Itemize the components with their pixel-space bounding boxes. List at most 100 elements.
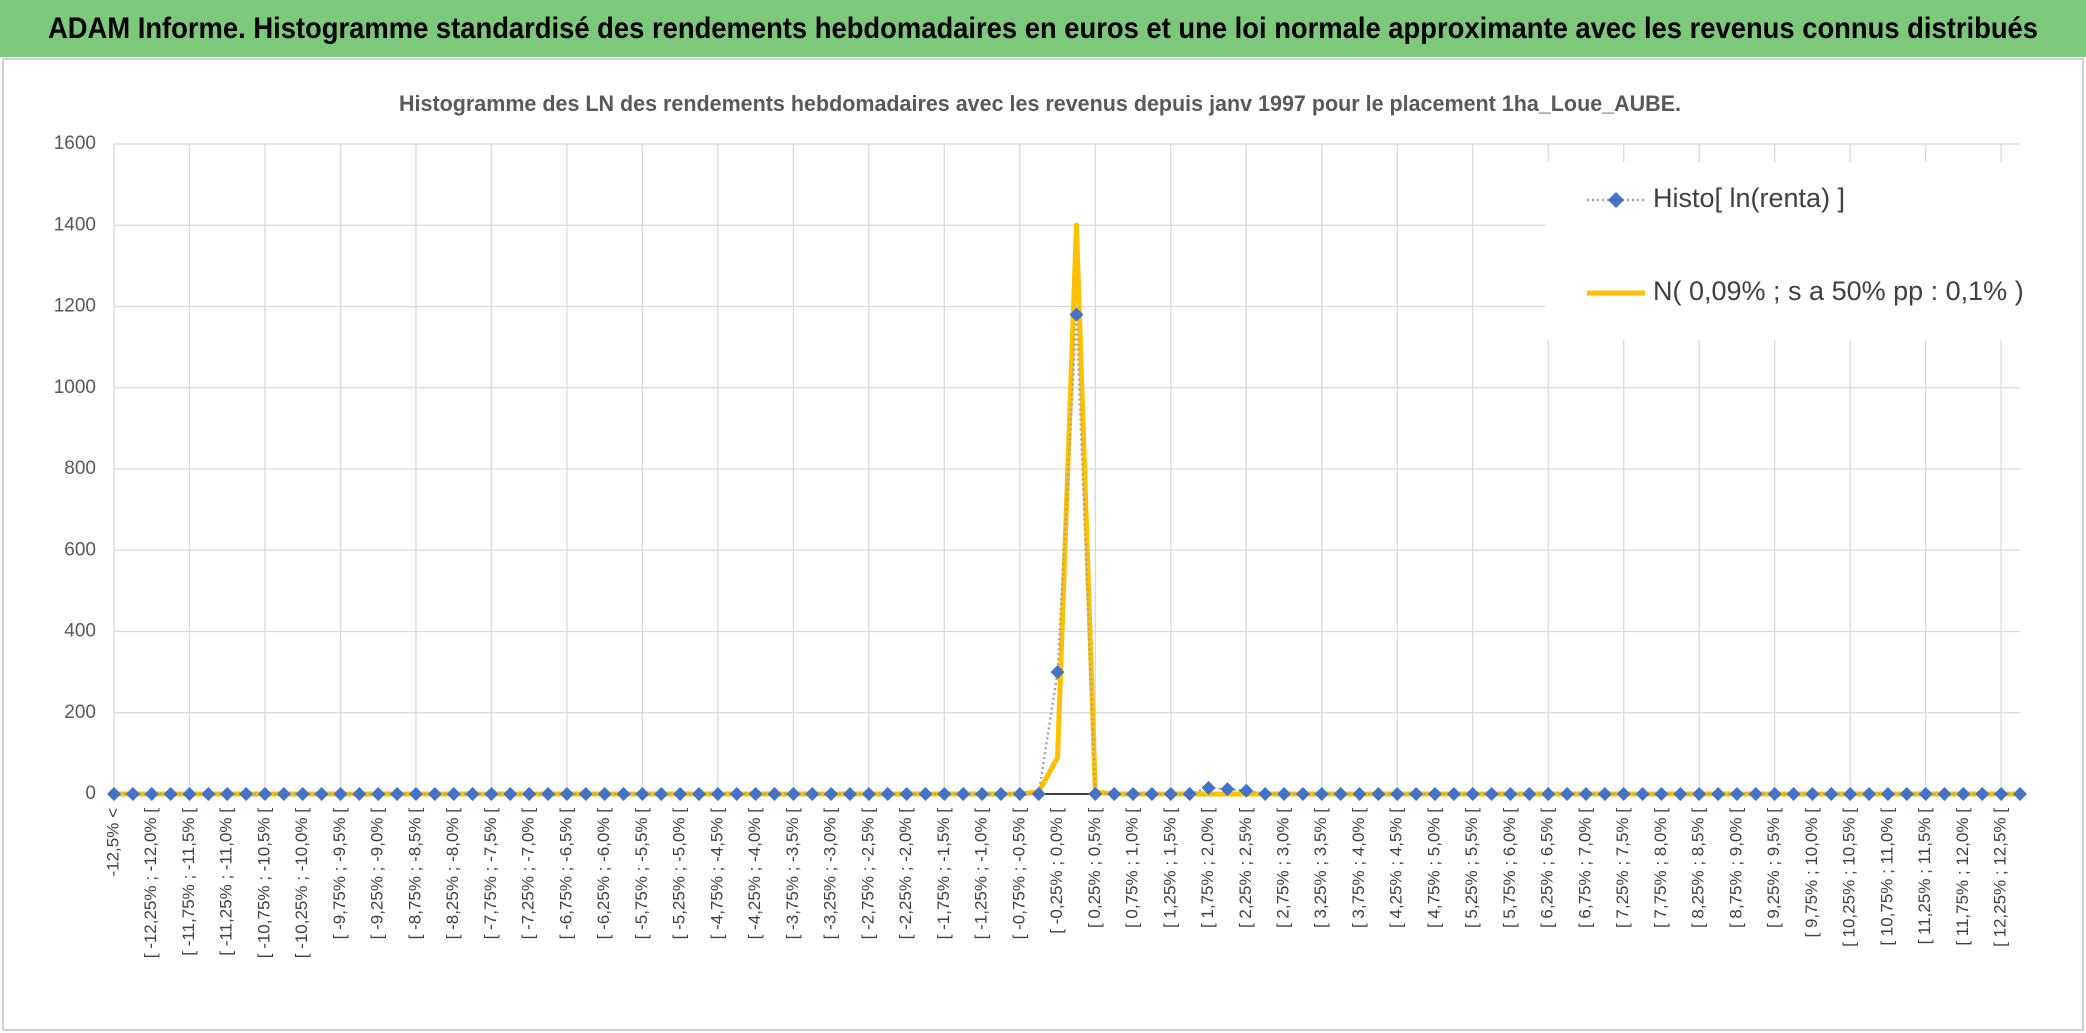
marker — [654, 787, 669, 801]
marker — [880, 787, 895, 801]
legend-label: Histo[ ln(renta) ] — [1653, 183, 1845, 213]
marker — [1560, 787, 1575, 801]
marker — [1446, 787, 1461, 801]
x-tick-label: [ 6,75% ; 7,0% [ — [1575, 808, 1594, 928]
marker — [276, 787, 291, 801]
x-tick-label: [ 2,75% ; 3,0% [ — [1274, 808, 1293, 928]
x-tick-label: -12,5% < — [103, 808, 122, 877]
marker — [899, 787, 914, 801]
x-tick-label: [ -6,75% ; -6,5% [ — [556, 808, 575, 940]
x-tick-label: [ -7,75% ; -7,5% [ — [481, 808, 500, 940]
marker — [1975, 787, 1990, 801]
chart-title: Histogramme des LN des rendements hebdom… — [399, 91, 1681, 116]
marker — [1163, 787, 1178, 801]
x-tick-label: [ -10,75% ; -10,5% [ — [254, 808, 273, 959]
marker — [1277, 787, 1292, 801]
marker — [390, 787, 405, 801]
marker — [729, 787, 744, 801]
marker — [182, 787, 197, 801]
marker — [1069, 307, 1084, 322]
marker — [1748, 787, 1763, 801]
marker — [1182, 787, 1197, 801]
marker — [1843, 787, 1858, 801]
x-tick-label: [ 11,25% ; 11,5% [ — [1915, 808, 1934, 945]
marker — [125, 787, 140, 801]
marker — [805, 787, 820, 801]
marker — [842, 787, 857, 801]
chart-border — [2, 58, 2084, 1031]
x-tick-label: [ 3,25% ; 3,5% [ — [1311, 808, 1330, 928]
marker — [1371, 787, 1386, 801]
x-tick-label: [ 4,75% ; 5,0% [ — [1424, 808, 1443, 928]
marker — [937, 787, 952, 801]
x-tick-label: [ -0,25% ; 0,0% [ — [1047, 808, 1066, 934]
x-tick-label: [ 1,25% ; 1,5% [ — [1160, 808, 1179, 928]
plot — [107, 222, 2027, 801]
x-tick-label: [ -4,25% ; -4,0% [ — [745, 808, 764, 940]
marker — [1220, 782, 1235, 797]
marker — [975, 787, 990, 801]
marker — [673, 787, 688, 801]
marker — [1409, 787, 1424, 801]
x-tick-label: [ -2,75% ; -2,5% [ — [858, 808, 877, 940]
x-tick-label: [ 12,25% ; 12,5% [ — [1991, 808, 2010, 947]
x-tick-label: [ 5,75% ; 6,0% [ — [1500, 808, 1519, 928]
marker — [1088, 787, 1103, 801]
y-tick-label: 1200 — [54, 296, 96, 317]
marker — [1711, 787, 1726, 801]
marker — [993, 787, 1008, 801]
x-tick-label: [ 1,75% ; 2,0% [ — [1198, 808, 1217, 928]
marker — [559, 787, 574, 801]
x-tick-label: [ -10,25% ; -10,0% [ — [292, 808, 311, 959]
marker — [597, 787, 612, 801]
legend-box — [1545, 162, 2022, 340]
marker — [1994, 787, 2009, 801]
marker — [1767, 787, 1782, 801]
x-tick-label: [ -6,25% ; -6,0% [ — [594, 808, 613, 940]
marker — [295, 787, 310, 801]
marker — [1484, 787, 1499, 801]
legend: Histo[ ln(renta) ] N( 0,09% ; s a 50% pp … — [1545, 162, 2024, 340]
marker — [1144, 787, 1159, 801]
x-tick-label: [ -9,75% ; -9,5% [ — [330, 808, 349, 940]
y-tick-label: 600 — [64, 539, 96, 560]
marker — [427, 787, 442, 801]
marker — [861, 787, 876, 801]
x-tick-label: [ -0,75% ; -0,5% [ — [1009, 808, 1028, 940]
legend-marker — [1608, 192, 1624, 208]
x-tick-label: [ 7,25% ; 7,5% [ — [1613, 808, 1632, 928]
x-tick-label: [ -9,25% ; -9,0% [ — [368, 808, 387, 940]
marker — [465, 787, 480, 801]
y-tick-label: 400 — [64, 621, 96, 642]
marker — [1597, 787, 1612, 801]
marker — [1899, 787, 1914, 801]
marker — [616, 787, 631, 801]
marker — [748, 787, 763, 801]
x-tick-label: [ -5,25% ; -5,0% [ — [670, 808, 689, 940]
marker — [446, 787, 461, 801]
marker — [107, 787, 121, 801]
x-tick-label: [ 3,75% ; 4,0% [ — [1349, 808, 1368, 928]
x-tick-label: [ 7,75% ; 8,0% [ — [1651, 808, 1670, 928]
marker — [314, 787, 329, 801]
marker — [1465, 787, 1480, 801]
marker — [1824, 787, 1839, 801]
title-bar — [0, 0, 2086, 57]
marker — [710, 787, 725, 801]
x-tick-label: [ 2,25% ; 2,5% [ — [1236, 808, 1255, 928]
legend-label: N( 0,09% ; s a 50% pp : 0,1% ) — [1653, 276, 2024, 306]
x-tick-label: [ -1,75% ; -1,5% [ — [934, 808, 953, 940]
x-tick-label: [ 8,75% ; 9,0% [ — [1726, 808, 1745, 928]
y-tick-label: 1600 — [54, 133, 96, 154]
marker — [1805, 787, 1820, 801]
marker — [484, 787, 499, 801]
marker — [786, 787, 801, 801]
marker — [1107, 787, 1122, 801]
marker — [1503, 787, 1518, 801]
marker — [956, 787, 971, 801]
x-tick-label: [ -2,25% ; -2,0% [ — [896, 808, 915, 940]
x-tick-label: [ 4,25% ; 4,5% [ — [1387, 808, 1406, 928]
marker — [257, 787, 272, 801]
x-tick-label: [ -8,25% ; -8,0% [ — [443, 808, 462, 940]
